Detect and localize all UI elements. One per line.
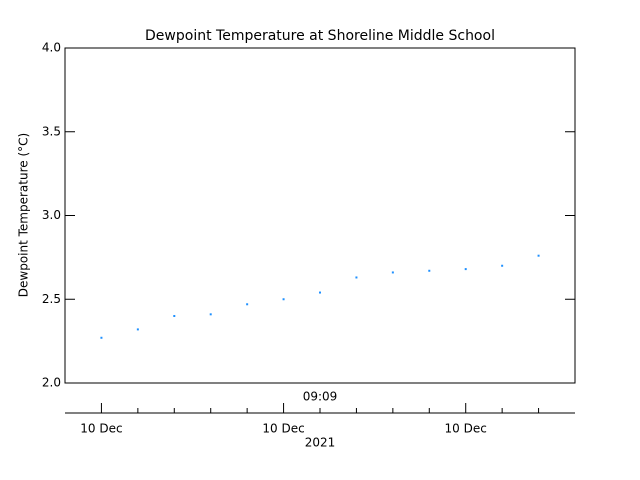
data-point [173, 315, 176, 317]
y-axis-label: Dewpoint Temperature (°C) [17, 133, 31, 297]
y-tick-label: 2.5 [42, 292, 61, 306]
y-tick-label: 3.5 [42, 124, 61, 138]
y-tick-label: 3.0 [42, 208, 61, 222]
data-point [319, 291, 321, 294]
data-point [428, 269, 431, 272]
year-label: 2021 [305, 436, 336, 450]
x-tick-label: 10 Dec [445, 422, 487, 436]
y-tick-label: 4.0 [42, 41, 61, 55]
x-tick-label: 10 Dec [262, 422, 304, 436]
x-tick-label: 10 Dec [80, 422, 122, 436]
data-point [209, 313, 212, 316]
data-point [246, 303, 249, 306]
data-point [537, 254, 540, 257]
data-point [464, 268, 467, 271]
data-point [100, 336, 103, 339]
data-point [501, 264, 504, 267]
y-tick-label: 2.0 [42, 376, 61, 390]
data-point [391, 271, 394, 274]
time-label: 09:09 [303, 390, 338, 404]
data-point [282, 298, 285, 301]
chart-title: Dewpoint Temperature at Shoreline Middle… [145, 28, 495, 44]
data-point [136, 328, 139, 331]
data-point [355, 276, 358, 279]
